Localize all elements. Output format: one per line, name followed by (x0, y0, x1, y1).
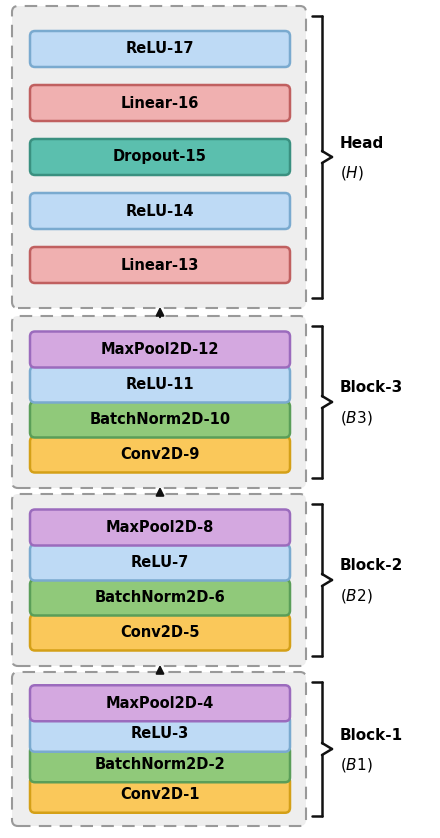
Text: ReLU-17: ReLU-17 (126, 42, 194, 56)
FancyBboxPatch shape (30, 685, 290, 722)
Text: MaxPool2D-8: MaxPool2D-8 (106, 520, 214, 535)
FancyBboxPatch shape (12, 494, 306, 666)
FancyBboxPatch shape (30, 366, 290, 402)
FancyBboxPatch shape (12, 6, 306, 308)
FancyBboxPatch shape (30, 247, 290, 283)
Text: Block-3: Block-3 (340, 380, 403, 396)
FancyBboxPatch shape (30, 85, 290, 121)
Text: ReLU-3: ReLU-3 (131, 727, 189, 742)
Text: BatchNorm2D-6: BatchNorm2D-6 (95, 590, 225, 605)
Text: ReLU-7: ReLU-7 (131, 555, 189, 570)
Text: $(B2)$: $(B2)$ (340, 587, 373, 605)
FancyBboxPatch shape (30, 777, 290, 813)
Text: Conv2D-1: Conv2D-1 (120, 787, 200, 802)
FancyBboxPatch shape (30, 614, 290, 650)
Text: $(H)$: $(H)$ (340, 164, 364, 182)
FancyBboxPatch shape (30, 31, 290, 67)
FancyBboxPatch shape (30, 716, 290, 752)
Text: Block-1: Block-1 (340, 727, 403, 742)
Text: MaxPool2D-12: MaxPool2D-12 (101, 342, 219, 357)
FancyBboxPatch shape (30, 510, 290, 546)
Text: BatchNorm2D-10: BatchNorm2D-10 (89, 412, 231, 427)
FancyBboxPatch shape (30, 332, 290, 368)
Text: Linear-13: Linear-13 (121, 257, 199, 272)
FancyBboxPatch shape (30, 747, 290, 782)
FancyBboxPatch shape (12, 672, 306, 826)
FancyBboxPatch shape (30, 401, 290, 437)
FancyBboxPatch shape (12, 316, 306, 488)
Text: Linear-16: Linear-16 (121, 96, 199, 111)
Text: BatchNorm2D-2: BatchNorm2D-2 (95, 757, 225, 772)
FancyBboxPatch shape (30, 580, 290, 615)
Text: ReLU-11: ReLU-11 (126, 377, 194, 392)
Text: Conv2D-9: Conv2D-9 (120, 447, 200, 462)
Text: Head: Head (340, 136, 384, 151)
FancyBboxPatch shape (30, 193, 290, 229)
Text: ReLU-14: ReLU-14 (126, 204, 194, 219)
Text: $(B1)$: $(B1)$ (340, 756, 373, 774)
Text: $(B3)$: $(B3)$ (340, 409, 373, 427)
Text: Dropout-15: Dropout-15 (113, 149, 207, 164)
FancyBboxPatch shape (30, 437, 290, 473)
Text: Conv2D-5: Conv2D-5 (120, 625, 200, 640)
Text: MaxPool2D-4: MaxPool2D-4 (106, 696, 214, 711)
FancyBboxPatch shape (30, 139, 290, 175)
FancyBboxPatch shape (30, 545, 290, 581)
Text: Block-2: Block-2 (340, 558, 403, 573)
